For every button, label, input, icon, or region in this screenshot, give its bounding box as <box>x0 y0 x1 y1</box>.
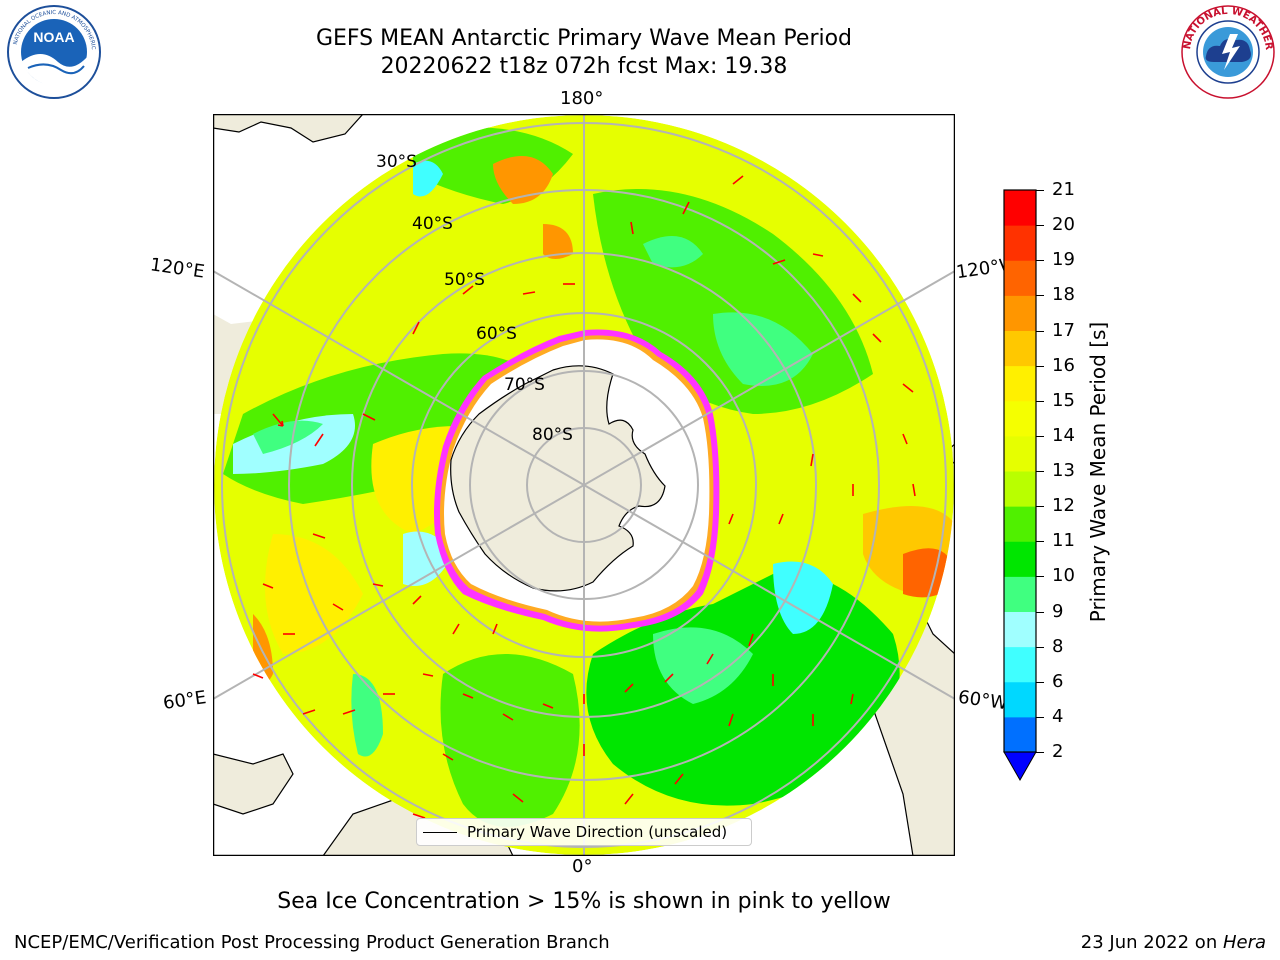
colorbar-tick-mark <box>1036 681 1044 683</box>
graticule <box>213 114 955 856</box>
colorbar-tick-mark <box>1036 752 1044 753</box>
colorbar-tick-mark <box>1036 330 1044 332</box>
lon-label-120e: 120°E <box>148 254 206 283</box>
colorbar-tick-label: 8 <box>1052 635 1064 657</box>
colorbar-tick-mark <box>1036 471 1044 472</box>
lat-label-50s: 50°S <box>444 270 485 290</box>
colorbar-tick-label: 21 <box>1052 179 1075 200</box>
colorbar-tick-mark <box>1036 365 1044 367</box>
colorbar-tick-label: 14 <box>1052 424 1075 446</box>
wave-direction-arrows <box>252 175 916 819</box>
lon-label-0: 0° <box>572 856 593 877</box>
lat-label-70s: 70°S <box>504 375 545 395</box>
legend-line-icon <box>423 831 457 833</box>
footer-credit: NCEP/EMC/Verification Post Processing Pr… <box>14 932 610 953</box>
colorbar-tick-mark <box>1036 611 1044 613</box>
legend-label: Primary Wave Direction (unscaled) <box>467 823 728 841</box>
colorbar-block <box>1004 435 1036 472</box>
colorbar-block <box>1004 260 1036 296</box>
colorbar-block <box>1004 541 1036 577</box>
lat-label-40s: 40°S <box>412 214 453 234</box>
footer-date-text: 23 Jun 2022 on <box>1080 932 1223 953</box>
map-legend: Primary Wave Direction (unscaled) <box>416 818 752 846</box>
colorbar-block <box>1004 471 1036 507</box>
colorbar-tick-label: 2 <box>1052 741 1064 762</box>
colorbar-tick-label: 11 <box>1052 530 1075 552</box>
colorbar-tick-label: 15 <box>1052 389 1075 411</box>
colorbar-tick-label: 13 <box>1052 460 1075 481</box>
colorbar-block <box>1004 646 1036 683</box>
noaa-logo-text: NOAA <box>33 29 74 45</box>
lon-label-60e: 60°E <box>161 687 208 714</box>
chart-title-line2: 20220622 t18z 072h fcst Max: 19.38 <box>380 54 788 79</box>
map-panel <box>213 114 955 856</box>
colorbar-tick-mark <box>1036 295 1044 297</box>
colorbar-block <box>1004 506 1036 542</box>
colorbar-tick-label: 4 <box>1052 705 1064 727</box>
nws-logo: NATIONAL WEATHER SERVICE <box>1180 4 1275 99</box>
colorbar-block <box>1004 295 1036 331</box>
colorbar-tick-label: 19 <box>1052 249 1075 271</box>
lon-label-180: 180° <box>560 88 604 109</box>
chart-title-line1: GEFS MEAN Antarctic Primary Wave Mean Pe… <box>315 26 853 51</box>
colorbar-tick-label: 12 <box>1052 495 1075 517</box>
colorbar-label: Primary Wave Mean Period [s] <box>1086 321 1110 623</box>
colorbar-tick-label: 9 <box>1052 600 1064 622</box>
colorbar-tick-label: 16 <box>1052 354 1075 376</box>
lat-label-80s: 80°S <box>532 425 573 445</box>
colorbar-tick-mark <box>1036 716 1044 718</box>
colorbar-block <box>1004 681 1036 718</box>
colorbar-block <box>1004 330 1036 367</box>
colorbar-tick-label: 10 <box>1052 565 1075 587</box>
colorbar-tick-mark <box>1036 190 1044 191</box>
noaa-logo: NOAA NATIONAL OCEANIC AND ATMOSPHERIC AD… <box>6 4 101 99</box>
lat-label-60s: 60°S <box>476 324 517 344</box>
colorbar-block <box>1004 611 1036 648</box>
colorbar-block <box>1004 400 1036 437</box>
colorbar-block <box>1004 190 1036 226</box>
colorbar-tick-label: 20 <box>1052 214 1075 236</box>
lat-label-30s: 30°S <box>376 152 417 172</box>
colorbar-tick-label: 18 <box>1052 284 1075 306</box>
colorbar-extend-arrow <box>1003 751 1037 782</box>
colorbar-tick-mark <box>1036 435 1044 437</box>
colorbar-tick-mark <box>1036 400 1044 402</box>
colorbar-block <box>1004 576 1036 612</box>
colorbar-block <box>1004 716 1036 753</box>
colorbar-tick-label: 6 <box>1052 670 1064 692</box>
colorbar-tick-mark <box>1036 506 1044 508</box>
colorbar <box>1003 189 1037 782</box>
sea-ice-note: Sea Ice Concentration > 15% is shown in … <box>277 889 891 914</box>
colorbar-tick-mark <box>1036 541 1044 543</box>
colorbar-tick-mark <box>1036 260 1044 262</box>
colorbar-tick-mark <box>1036 576 1044 578</box>
colorbar-tick-mark <box>1036 225 1044 227</box>
footer-date: 23 Jun 2022 on Hera <box>1081 932 1266 953</box>
colorbar-tick-mark <box>1036 646 1044 648</box>
colorbar-block <box>1004 365 1036 402</box>
colorbar-tick-label: 17 <box>1052 319 1075 341</box>
footer-host: Hera <box>1222 932 1266 953</box>
colorbar-block <box>1004 225 1036 261</box>
